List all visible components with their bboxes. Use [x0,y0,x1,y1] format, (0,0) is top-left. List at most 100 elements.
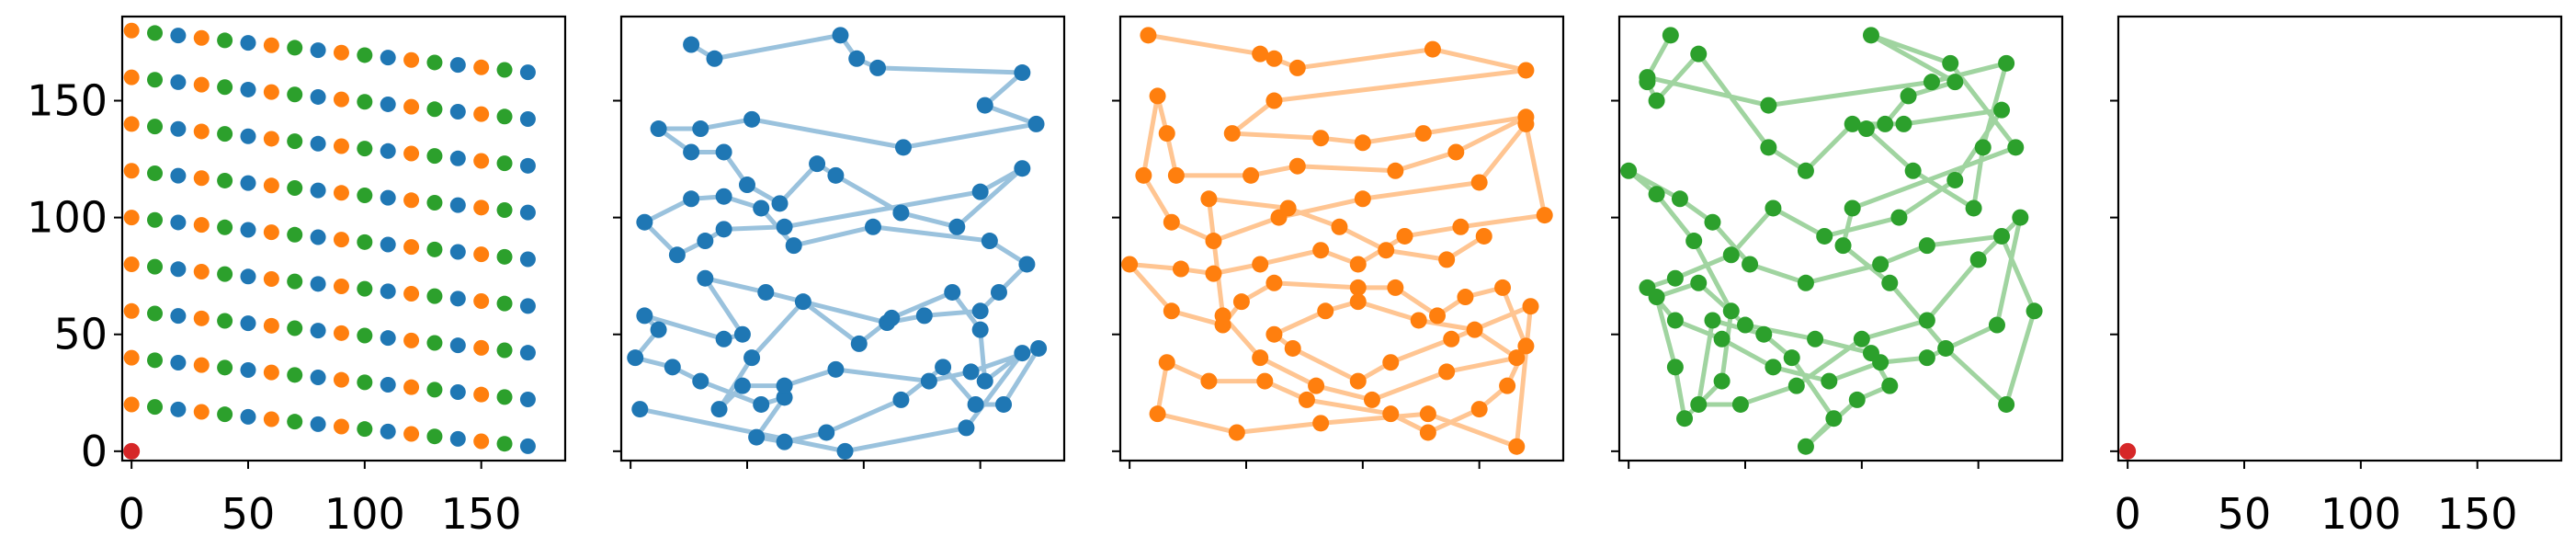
path-point [990,283,1007,301]
scatter-point [217,406,233,423]
scatter-point [496,389,513,405]
scatter-point [519,298,536,314]
path-point [1378,242,1395,259]
path-point [1252,349,1269,367]
scatter-point [240,175,256,191]
path-point [776,433,793,450]
path-point [1918,237,1935,255]
scatter-point [496,295,513,312]
x-tick-label: 50 [2218,489,2272,539]
path-point [631,401,649,418]
path-point [1363,391,1380,408]
scatter-point [380,189,396,206]
scatter-point [287,273,303,290]
path-point [971,302,989,320]
path-point [1205,265,1222,282]
path-point [1872,354,1889,371]
scatter-point [426,335,443,351]
path-point [1438,363,1456,381]
path-point [883,309,901,326]
path-point [1639,279,1656,296]
path-point [753,199,770,217]
path-point [1648,92,1665,109]
scatter-point [333,325,349,341]
scatter-point [357,374,373,391]
path-point [785,237,802,255]
scatter-point [473,339,490,356]
path-point [1387,162,1404,179]
path-point [1755,325,1773,343]
scatter-point [357,94,373,110]
path-point [1354,134,1371,152]
scatter-point [426,194,443,211]
path-point [1522,298,1539,315]
scatter-point [170,308,187,325]
path-point [1821,372,1838,390]
path-point [1508,349,1526,367]
path-point [1447,143,1465,161]
x-tick-label: 150 [2437,489,2518,539]
scatter-point [217,126,233,142]
path-point [967,395,984,413]
path-point [948,218,966,235]
scatter-point [310,42,326,59]
path-point [1382,405,1400,423]
scatter-point [496,108,513,125]
scatter-point [310,182,326,199]
scatter-point [263,364,279,381]
path-point [1671,190,1688,208]
scatter-point [123,349,140,366]
scatter-point [403,239,420,256]
scatter-point [123,69,140,85]
path-point [1648,186,1665,203]
path-point [1881,274,1899,291]
path-point [771,195,789,212]
path-line [1127,32,1548,450]
path-point [818,424,835,441]
single-point [2119,442,2137,460]
scatter-point [496,62,513,78]
path-point [1704,213,1721,231]
scatter-point [403,98,420,115]
scatter-point [333,185,349,201]
scatter-point [380,50,396,66]
scatter-point [240,361,256,378]
path-point [1265,92,1283,109]
path-point [2026,302,2043,320]
path-point [958,419,975,437]
path-point [1662,27,1679,44]
path-point [1158,354,1175,371]
path-point [1704,312,1721,329]
path-point [894,139,912,156]
scatter-point [147,25,164,41]
scatter-point [287,414,303,430]
path-point [962,363,980,381]
panels: 0 50 100 150 0 50 100 150 0 50 100 150 [27,15,2563,539]
path-point [892,204,910,222]
panel-3 [1112,15,1565,469]
path-point [1014,64,1031,82]
path-point [971,183,989,200]
path-point [1470,174,1488,191]
scatter-point [357,141,373,157]
path-point [697,269,714,287]
path-point [636,307,653,325]
path-point [1517,337,1535,355]
path-point [1354,190,1371,208]
path-point [920,372,937,390]
path-point [971,321,989,338]
path-point [1904,162,1922,179]
scatter-point [473,293,490,310]
path-point [1722,302,1740,320]
scatter-point [519,438,536,454]
scatter-point [496,436,513,452]
path-point [776,218,793,235]
path-point [1200,190,1218,208]
scatter-point [403,145,420,162]
y-tick-label: 100 [27,193,108,243]
path-point [1890,209,1908,226]
path-point [1265,50,1283,67]
scatter-point [310,229,326,245]
path-point [1639,74,1656,91]
path-point [1517,115,1535,132]
